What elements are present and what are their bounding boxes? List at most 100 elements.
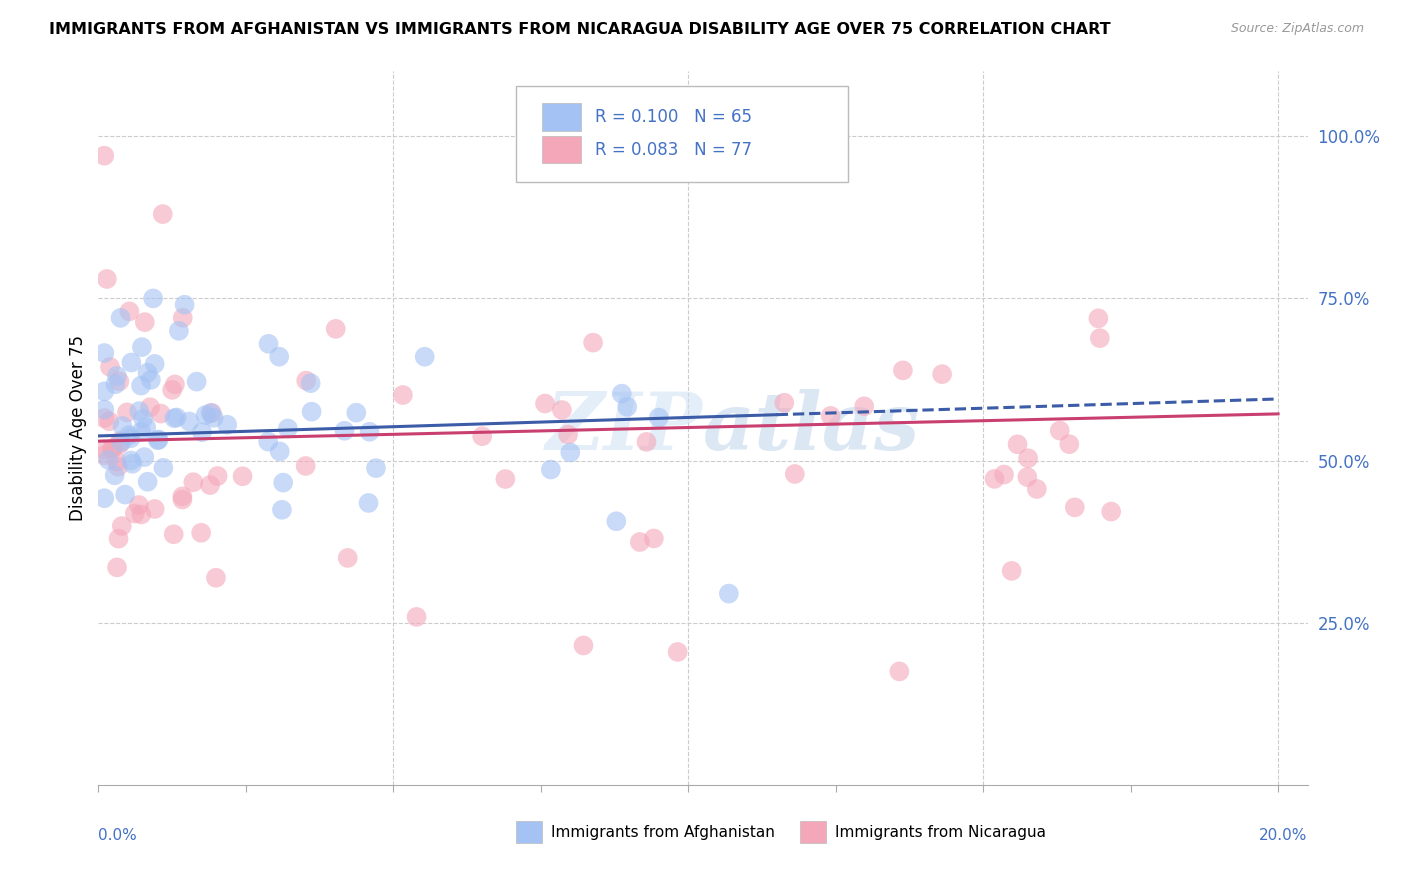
Point bbox=[194, 408, 217, 422]
Point bbox=[146, 434, 169, 448]
Point bbox=[148, 433, 170, 447]
Point bbox=[1063, 500, 1085, 515]
Point bbox=[160, 383, 183, 397]
Point bbox=[333, 424, 356, 438]
Text: Source: ZipAtlas.com: Source: ZipAtlas.com bbox=[1230, 22, 1364, 36]
Point bbox=[783, 467, 806, 481]
Point bbox=[269, 444, 291, 458]
Point bbox=[325, 322, 347, 336]
Point bbox=[163, 377, 186, 392]
Point bbox=[135, 420, 157, 434]
FancyBboxPatch shape bbox=[516, 86, 848, 182]
Point bbox=[983, 472, 1005, 486]
Text: R = 0.083   N = 77: R = 0.083 N = 77 bbox=[595, 141, 752, 159]
Point bbox=[891, 363, 914, 377]
Point bbox=[104, 468, 127, 483]
Point bbox=[773, 396, 796, 410]
Point bbox=[628, 535, 651, 549]
Point bbox=[1099, 505, 1122, 519]
Point bbox=[540, 462, 562, 476]
Point bbox=[110, 310, 132, 325]
Point bbox=[93, 442, 115, 457]
Point bbox=[105, 368, 128, 383]
Point bbox=[139, 373, 162, 387]
Bar bbox=[516, 821, 543, 844]
Point bbox=[101, 441, 124, 455]
Point bbox=[648, 410, 671, 425]
Bar bbox=[543, 103, 581, 130]
Point bbox=[179, 415, 201, 429]
Point bbox=[93, 384, 115, 399]
Point bbox=[131, 340, 153, 354]
Point bbox=[142, 292, 165, 306]
Point bbox=[172, 310, 194, 325]
Point bbox=[186, 375, 208, 389]
Point bbox=[344, 406, 367, 420]
Point bbox=[128, 498, 150, 512]
Point bbox=[93, 411, 115, 425]
Point bbox=[93, 149, 115, 163]
Point bbox=[93, 448, 115, 462]
Point bbox=[889, 665, 911, 679]
Point bbox=[200, 406, 222, 420]
Point bbox=[110, 435, 132, 450]
Point bbox=[111, 519, 134, 533]
Point bbox=[143, 357, 166, 371]
Point bbox=[257, 434, 280, 449]
Text: IMMIGRANTS FROM AFGHANISTAN VS IMMIGRANTS FROM NICARAGUA DISABILITY AGE OVER 75 : IMMIGRANTS FROM AFGHANISTAN VS IMMIGRANT… bbox=[49, 22, 1111, 37]
Point bbox=[93, 346, 115, 360]
Text: ZIP: ZIP bbox=[546, 390, 703, 467]
Point bbox=[1001, 564, 1024, 578]
Point bbox=[471, 429, 494, 443]
Point bbox=[534, 396, 557, 410]
Point bbox=[132, 411, 155, 425]
Point bbox=[572, 639, 595, 653]
Text: Immigrants from Afghanistan: Immigrants from Afghanistan bbox=[551, 824, 775, 839]
Point bbox=[205, 571, 228, 585]
Point bbox=[271, 503, 294, 517]
Point bbox=[1017, 451, 1039, 466]
Point bbox=[551, 403, 574, 417]
Point bbox=[616, 400, 638, 414]
Text: 20.0%: 20.0% bbox=[1260, 828, 1308, 843]
Point bbox=[118, 428, 141, 442]
Point bbox=[152, 207, 174, 221]
Point bbox=[129, 425, 152, 439]
Point bbox=[136, 475, 159, 489]
Point bbox=[98, 359, 121, 374]
Point bbox=[167, 324, 190, 338]
Point bbox=[217, 417, 239, 432]
Point bbox=[136, 366, 159, 380]
Point bbox=[269, 350, 291, 364]
Point bbox=[198, 478, 221, 492]
Point bbox=[115, 405, 138, 419]
Point bbox=[163, 527, 186, 541]
Point bbox=[820, 409, 842, 423]
Point bbox=[134, 315, 156, 329]
Point bbox=[271, 475, 294, 490]
Point bbox=[96, 272, 118, 286]
Point bbox=[299, 376, 322, 391]
Point bbox=[202, 410, 225, 425]
Point bbox=[163, 411, 186, 425]
Point bbox=[181, 475, 204, 490]
Point bbox=[120, 355, 142, 369]
Text: R = 0.100   N = 65: R = 0.100 N = 65 bbox=[595, 108, 752, 126]
Point bbox=[1087, 311, 1109, 326]
Point bbox=[666, 645, 689, 659]
Point bbox=[301, 405, 323, 419]
Point bbox=[105, 560, 128, 574]
Point bbox=[118, 304, 141, 318]
Point bbox=[853, 399, 876, 413]
Point bbox=[93, 402, 115, 417]
Point bbox=[405, 610, 427, 624]
Point bbox=[143, 502, 166, 516]
Point bbox=[207, 469, 229, 483]
Point bbox=[357, 496, 380, 510]
Point bbox=[191, 425, 214, 439]
Point bbox=[108, 375, 131, 389]
Point bbox=[190, 525, 212, 540]
Point bbox=[557, 427, 579, 442]
Point bbox=[166, 410, 188, 425]
Point bbox=[364, 461, 387, 475]
